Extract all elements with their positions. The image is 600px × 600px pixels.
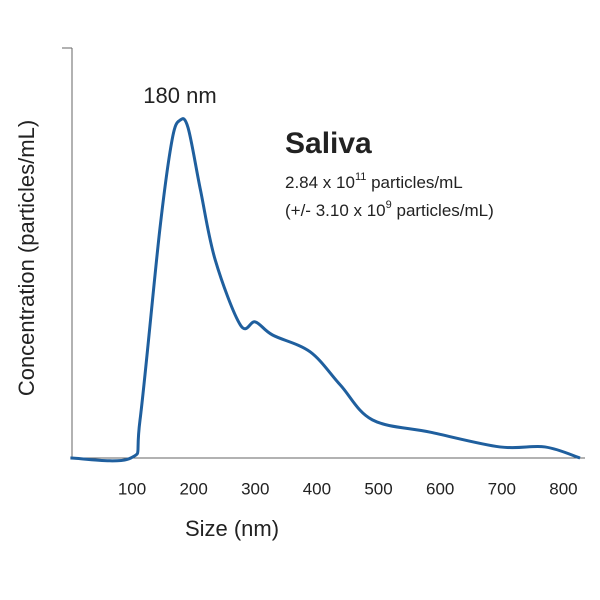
x-axis-label: Size (nm) bbox=[185, 516, 279, 541]
x-tick-label: 700 bbox=[488, 479, 516, 498]
text: particles/mL) bbox=[392, 201, 494, 220]
text: particles/mL bbox=[366, 173, 462, 192]
superscript: 9 bbox=[386, 199, 392, 211]
text: (+/- 3.10 x 10 bbox=[285, 201, 386, 220]
x-tick-label: 600 bbox=[426, 479, 454, 498]
data-line bbox=[70, 117, 581, 463]
x-tick-label: 300 bbox=[241, 479, 269, 498]
x-tick-label: 500 bbox=[364, 479, 392, 498]
chart-title: Saliva bbox=[285, 127, 372, 160]
peak-annotation: 180 nm bbox=[143, 83, 216, 108]
y-axis-label: Concentration (particles/mL) bbox=[14, 120, 39, 396]
x-tick-label: 200 bbox=[179, 479, 207, 498]
subtitle-line: (+/- 3.10 x 109 particles/mL) bbox=[285, 199, 494, 221]
text: 2.84 x 10 bbox=[285, 173, 355, 192]
superscript: 11 bbox=[355, 171, 366, 183]
x-tick-label: 400 bbox=[303, 479, 331, 498]
x-tick-label: 100 bbox=[118, 479, 146, 498]
x-tick-label: 800 bbox=[549, 479, 577, 498]
subtitle-line: 2.84 x 1011 particles/mL bbox=[285, 171, 463, 193]
